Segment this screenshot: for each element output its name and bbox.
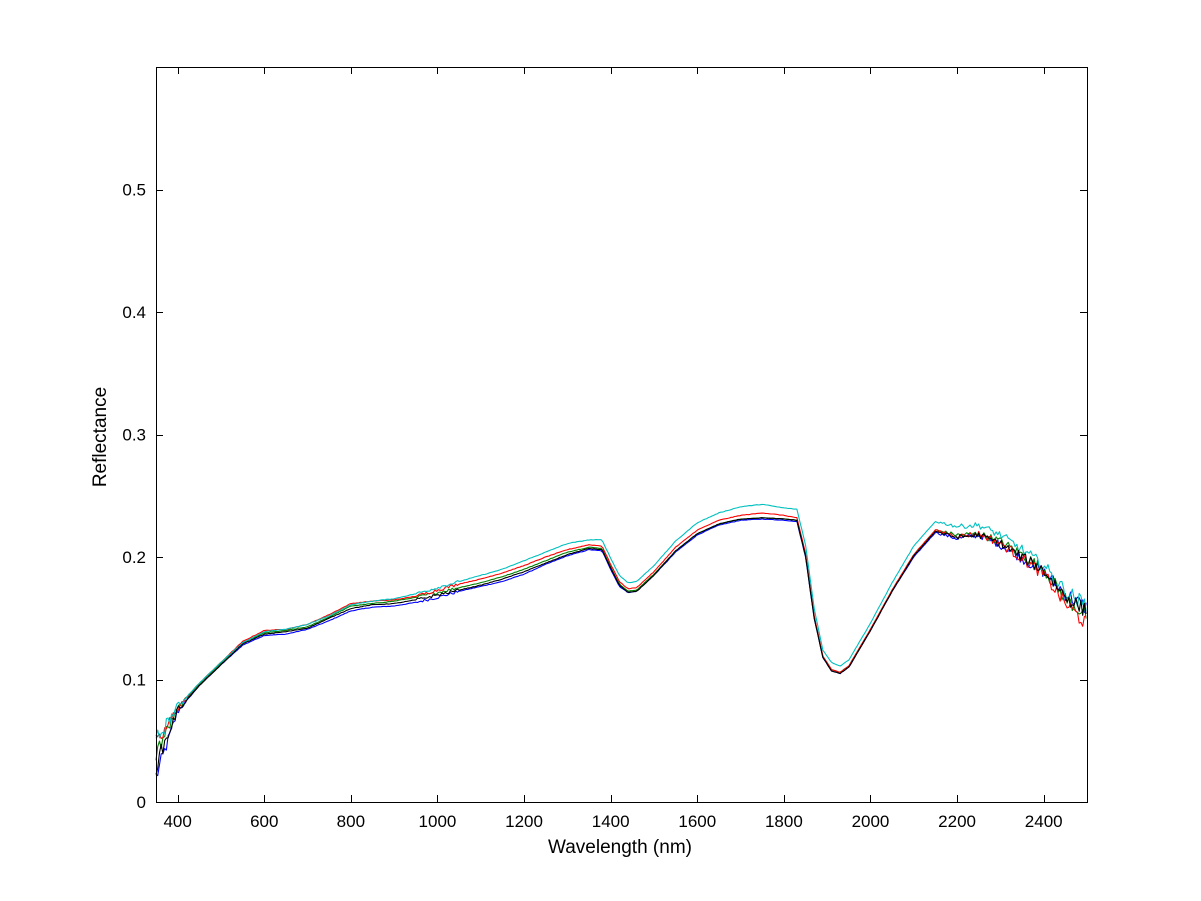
y-tick-label: 0.1 (122, 671, 146, 690)
x-tick-label: 1600 (678, 812, 716, 831)
x-tick-label: 1800 (765, 812, 803, 831)
spectrum-series-line-3 (155, 512, 1087, 740)
y-tick-label: 0.5 (122, 181, 146, 200)
x-axis-title: Wavelength (nm) (548, 837, 692, 858)
y-axis-title: Reflectance (90, 387, 111, 487)
x-tick-label: 1000 (419, 812, 457, 831)
spectrum-series-line-2 (155, 517, 1087, 761)
y-tick-label: 0.4 (122, 303, 146, 322)
plot-frame (156, 67, 1088, 803)
spectrum-series-line-4 (155, 503, 1087, 739)
y-tick-label: 0.2 (122, 548, 146, 567)
y-tick-label: 0 (137, 793, 146, 812)
x-tick-label: 1400 (592, 812, 630, 831)
x-tick-label: 800 (337, 812, 365, 831)
x-tick-label: 400 (163, 812, 191, 831)
y-tick-label: 0.3 (122, 426, 146, 445)
x-tick-label: 1200 (505, 812, 543, 831)
series-layer (155, 503, 1087, 777)
axes-layer: 400 600 800 1000 1200 1400 1600 1800 2000 2200 240… (122, 67, 1088, 831)
x-tick-label: 2200 (938, 812, 976, 831)
x-tick-label: 2000 (852, 812, 890, 831)
spectrum-series-line-1 (155, 518, 1087, 777)
x-tick-label: 600 (250, 812, 278, 831)
x-tick-label: 2400 (1025, 812, 1063, 831)
spectrum-series-line-5 (155, 517, 1087, 775)
